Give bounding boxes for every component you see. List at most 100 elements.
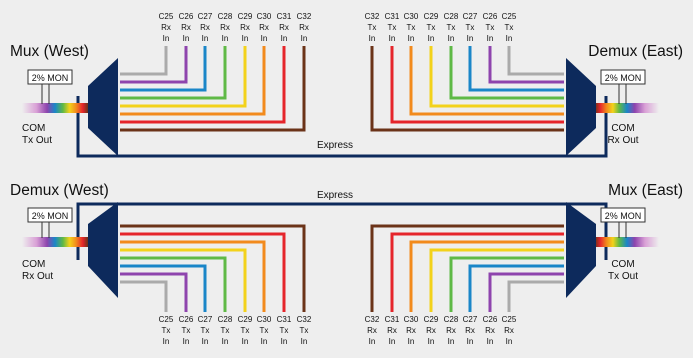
bottom-right-channel-io-label: In	[467, 337, 474, 346]
top-right-title: Demux (East)	[588, 43, 683, 60]
top-left-mon-box	[27, 69, 73, 85]
bottom-right-wire-0	[370, 224, 564, 312]
bottom-left-wire-4	[120, 248, 247, 312]
bottom-left-channel-dir-label: Tx	[221, 326, 230, 335]
top-right-channel-dir-label: Tx	[368, 23, 377, 32]
bottom-left-channel-io-label: In	[261, 337, 268, 346]
top-left-mon-label: 2% MON	[32, 73, 69, 83]
top-right-channel-wires	[370, 46, 564, 132]
top-left-rainbow-fiber-icon	[22, 103, 88, 113]
top-left-wire-7	[120, 46, 306, 132]
top-left-channel-dir-label: Rx	[200, 23, 210, 32]
bottom-left-channel-io-label: In	[183, 337, 190, 346]
bottom-left-channel-dir-label: Tx	[300, 326, 309, 335]
bottom-right-channel-io-label: In	[369, 337, 376, 346]
bottom-right-port-line1: COM	[611, 259, 634, 270]
bottom-express-line	[76, 202, 608, 260]
top-left-wire-6	[120, 46, 286, 124]
bottom-right-channel-dir-label: Rx	[406, 326, 416, 335]
bottom-left-port-line1: COM	[22, 259, 45, 270]
top-left-wire-4	[120, 46, 247, 108]
top-left-channel-ch-label: C32	[297, 12, 312, 21]
top-right-channel-dir-label: Tx	[407, 23, 416, 32]
top-right-wire-4	[449, 46, 564, 100]
bottom-left-port-line2: Rx Out	[22, 271, 53, 282]
top-left-channel-io-label: In	[261, 34, 268, 43]
top-right-channel-io-label: In	[487, 34, 494, 43]
top-left-channel-dir-label: Rx	[299, 23, 309, 32]
bottom-right-channel-labels: C32 Rx In C31 Rx In C30 Rx In C29 Rx In C28 Rx In C27 Rx…	[365, 315, 517, 346]
bottom-left-channel-ch-label: C32	[297, 315, 312, 324]
top-left-channel-dir-label: Rx	[279, 23, 289, 32]
bottom-left-channel-io-label: In	[281, 337, 288, 346]
top-left-channel-io-label: In	[222, 34, 229, 43]
bottom-left-channel-dir-label: Tx	[280, 326, 289, 335]
bottom-left-channel-dir-label: Tx	[201, 326, 210, 335]
bottom-left-channel-ch-label: C27	[198, 315, 213, 324]
bottom-left-wire-0	[120, 280, 168, 312]
bottom-right-channel-ch-label: C27	[463, 315, 478, 324]
top-left-channel-dir-label: Rx	[181, 23, 191, 32]
bottom-right-channel-ch-label: C28	[444, 315, 459, 324]
top-express-line	[76, 96, 608, 158]
top-right-channel-ch-label: C27	[463, 12, 478, 21]
top-right-channel-ch-label: C25	[502, 12, 517, 21]
bottom-left-mon-box	[27, 207, 73, 223]
top-right-channel-dir-label: Tx	[388, 23, 397, 32]
bottom-left-title: Demux (West)	[10, 182, 109, 199]
top-left-channel-io-label: In	[183, 34, 190, 43]
bottom-right-channel-dir-label: Rx	[504, 326, 514, 335]
top-left-channel-ch-label: C26	[179, 12, 194, 21]
bottom-right-title: Mux (East)	[608, 182, 683, 199]
top-left-wire-5	[120, 46, 266, 116]
top-right-channel-ch-label: C29	[424, 12, 439, 21]
bottom-left-rainbow-fiber-icon	[22, 237, 88, 247]
top-mux-trapezoid-icon	[88, 58, 118, 156]
bottom-left-wire-3	[120, 256, 227, 312]
top-right-channel-io-label: In	[467, 34, 474, 43]
bottom-right-port-line2: Tx Out	[608, 271, 638, 282]
top-right-wire-6	[488, 46, 564, 84]
bottom-right-channel-ch-label: C25	[502, 315, 517, 324]
bottom-left-channel-dir-label: Tx	[182, 326, 191, 335]
top-left-channel-io-label: In	[301, 34, 308, 43]
top-right-port-line1: COM	[611, 123, 634, 134]
top-left-wire-1	[120, 46, 188, 84]
top-right-channel-dir-label: Tx	[427, 23, 436, 32]
bottom-right-mon-box	[600, 207, 646, 223]
bottom-right-channel-io-label: In	[389, 337, 396, 346]
top-right-channel-io-label: In	[428, 34, 435, 43]
bottom-right-channel-io-label: In	[506, 337, 513, 346]
top-left-channel-io-label: In	[202, 34, 209, 43]
bottom-right-wire-3	[429, 248, 564, 312]
top-left-channel-dir-label: Rx	[259, 23, 269, 32]
bottom-left-mon-label: 2% MON	[32, 211, 69, 221]
bottom-left-channel-wires	[120, 224, 306, 312]
top-right-channel-io-label: In	[369, 34, 376, 43]
top-left-port-line2: Tx Out	[22, 135, 52, 146]
top-left-wire-0	[120, 46, 168, 76]
bottom-right-mon-label: 2% MON	[605, 211, 642, 221]
bottom-right-wire-1	[390, 232, 564, 312]
top-right-channel-dir-label: Tx	[486, 23, 495, 32]
top-right-wire-0	[370, 46, 564, 132]
bottom-left-channel-labels: C25 Tx In C26 Tx In C27 Tx In C28 Tx In C29 Tx In C30 Tx…	[159, 315, 312, 346]
top-left-channel-dir-label: Rx	[161, 23, 171, 32]
bottom-right-channel-io-label: In	[408, 337, 415, 346]
top-right-channel-dir-label: Tx	[505, 23, 514, 32]
top-left-channel-io-label: In	[242, 34, 249, 43]
bottom-left-wire-5	[120, 240, 266, 312]
bottom-right-channel-dir-label: Rx	[465, 326, 475, 335]
bottom-right-wire-6	[488, 272, 564, 312]
bottom-left-channel-ch-label: C26	[179, 315, 194, 324]
bottom-left-wire-6	[120, 232, 286, 312]
bottom-left-channel-dir-label: Tx	[162, 326, 171, 335]
top-left-channel-ch-label: C25	[159, 12, 174, 21]
bottom-right-channel-io-label: In	[448, 337, 455, 346]
top-left-channel-ch-label: C30	[257, 12, 272, 21]
bottom-right-channel-io-label: In	[487, 337, 494, 346]
top-right-channel-ch-label: C31	[385, 12, 400, 21]
bottom-right-channel-dir-label: Rx	[387, 326, 397, 335]
bottom-right-wire-4	[449, 256, 564, 312]
